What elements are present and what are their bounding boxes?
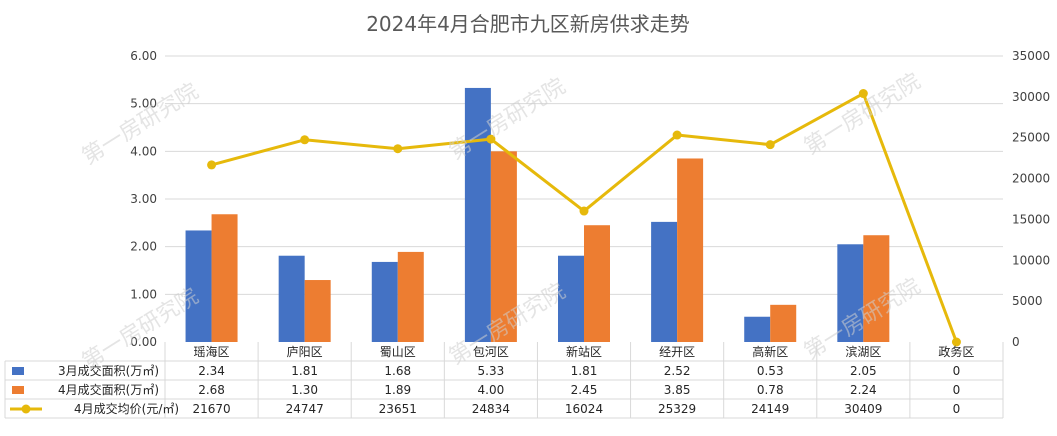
bar-april-area (677, 158, 704, 342)
bar-april-area (584, 225, 610, 342)
price-point (765, 140, 775, 150)
table-value: 16024 (565, 402, 603, 416)
table-value: 24747 (286, 402, 324, 416)
bar-march-area (651, 221, 678, 342)
table-value: 2.34 (198, 364, 225, 378)
category-label: 经开区 (659, 345, 695, 359)
table-value: 0 (953, 364, 961, 378)
table-value: 4.00 (478, 383, 505, 397)
table-value: 0 (953, 402, 961, 416)
left-axis-tick-label: 1.00 (130, 287, 157, 301)
left-axis-tick-label: 4.00 (130, 144, 157, 158)
bar-march-area (185, 230, 212, 342)
category-label: 新站区 (566, 344, 602, 359)
left-axis-tick-label: 6.00 (130, 49, 157, 63)
table-value: 0 (953, 383, 961, 397)
legend-label: 3月成交面积(万㎡) (58, 363, 159, 378)
left-axis-tick-label: 2.00 (130, 240, 157, 254)
bar-april-area (770, 304, 797, 342)
left-axis-tick-label: 0.00 (130, 335, 157, 349)
right-axis-tick-label: 0 (1012, 335, 1020, 349)
right-axis-tick-label: 30000 (1012, 90, 1050, 104)
price-point (858, 89, 868, 99)
bar-april-area (863, 235, 890, 342)
chart-title: 2024年4月合肥市九区新房供求走势 (366, 12, 690, 36)
right-axis-tick-label: 35000 (1012, 49, 1050, 63)
category-label: 政务区 (938, 344, 974, 359)
legend-swatch (12, 386, 24, 394)
legend-label: 4月成交均价(元/㎡) (74, 401, 179, 416)
table-value: 1.68 (384, 364, 411, 378)
table-value: 24834 (472, 402, 510, 416)
price-point (579, 206, 589, 216)
table-value: 0.53 (757, 364, 784, 378)
table-value: 1.81 (291, 364, 318, 378)
table-value: 5.33 (478, 364, 505, 378)
bar-april-area (397, 251, 424, 342)
category-label: 包河区 (473, 345, 509, 359)
category-label: 瑶海区 (194, 344, 230, 359)
table-value: 3.85 (664, 383, 691, 397)
table-value: 30409 (844, 402, 882, 416)
bar-march-area (744, 316, 771, 342)
bar-march-area (464, 87, 491, 342)
legend-swatch (12, 367, 24, 375)
bar-april-area (490, 151, 517, 342)
bar-march-area (278, 255, 305, 342)
right-axis-tick-label: 25000 (1012, 131, 1050, 145)
left-axis-tick-label: 3.00 (130, 192, 157, 206)
price-point (672, 130, 682, 140)
table-value: 2.05 (850, 364, 877, 378)
right-axis-tick-label: 10000 (1012, 253, 1050, 267)
table-value: 1.30 (291, 383, 318, 397)
table-value: 2.24 (850, 383, 877, 397)
right-axis-tick-label: 15000 (1012, 212, 1050, 226)
bar-march-area (837, 244, 864, 342)
price-point (393, 144, 403, 154)
table-value: 2.68 (198, 383, 225, 397)
price-point (207, 160, 217, 170)
legend-label: 4月成交面积(万㎡) (58, 382, 159, 397)
category-label: 庐阳区 (287, 344, 323, 359)
category-label: 蜀山区 (380, 345, 416, 359)
bar-march-area (558, 255, 584, 342)
table-value: 0.78 (757, 383, 784, 397)
table-value: 2.45 (571, 383, 598, 397)
table-value: 1.89 (384, 383, 411, 397)
table-value: 21670 (192, 402, 230, 416)
price-point (300, 135, 310, 145)
right-axis-tick-label: 5000 (1012, 294, 1043, 308)
table-value: 23651 (379, 402, 417, 416)
price-point (951, 337, 961, 347)
right-axis-tick-label: 20000 (1012, 172, 1050, 186)
bar-april-area (211, 214, 238, 342)
bar-april-area (304, 280, 331, 342)
table-value: 1.81 (571, 364, 598, 378)
price-point (486, 134, 496, 144)
table-value: 24149 (751, 402, 789, 416)
legend-swatch (21, 404, 31, 414)
watermark-text: 第一房研究院 (800, 69, 925, 160)
table-value: 25329 (658, 402, 696, 416)
table-value: 2.52 (664, 364, 691, 378)
category-label: 高新区 (752, 344, 788, 359)
category-label: 滨湖区 (845, 344, 881, 359)
bar-march-area (371, 261, 398, 342)
left-axis-tick-label: 5.00 (130, 97, 157, 111)
